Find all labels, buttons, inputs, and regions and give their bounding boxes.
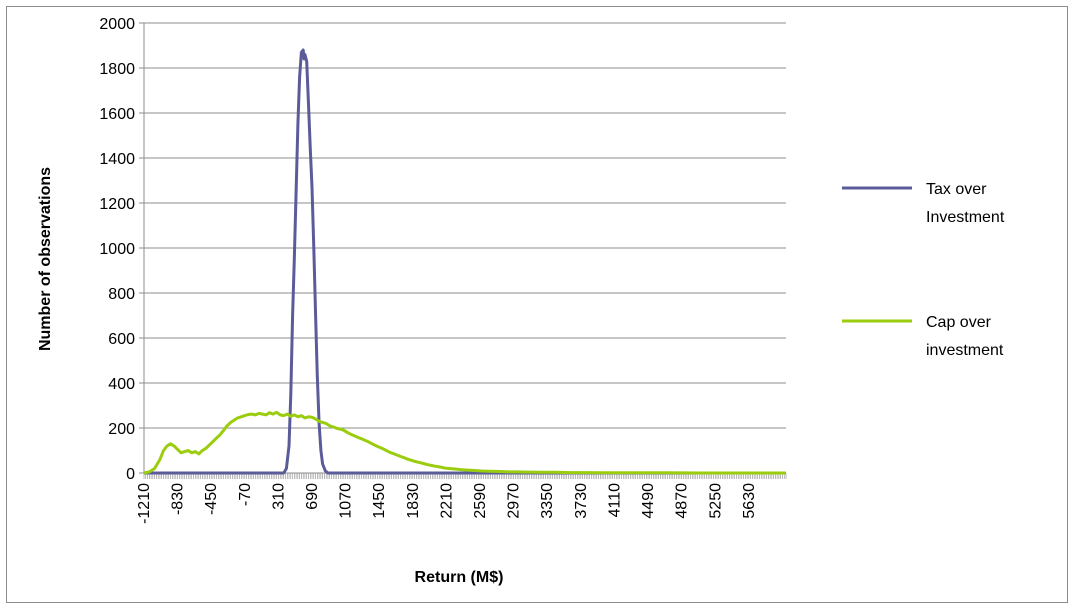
legend-label-tax-line2: Investment — [926, 209, 1005, 226]
gridlines — [144, 22, 786, 429]
series-line-tax-over-investment — [144, 48, 786, 475]
x-tick-label: 1070 — [338, 483, 355, 519]
x-tick-label: 4110 — [606, 483, 623, 518]
y-tick-label: 800 — [108, 286, 135, 303]
y-tick-label: 1600 — [99, 106, 135, 123]
y-tick-label: 1000 — [99, 241, 135, 258]
x-tick-label: 690 — [304, 483, 321, 510]
x-tick-label: -1210 — [136, 483, 153, 524]
y-tick-label: 2000 — [99, 16, 135, 33]
chart-area: 0 200 400 600 800 1000 1200 1400 1600 1800 2000 -1… — [6, 6, 1068, 603]
x-tick-label: 5630 — [741, 483, 758, 519]
x-tick-label: 1830 — [405, 483, 422, 519]
series-lines — [143, 48, 786, 475]
x-tick-label: 2210 — [438, 483, 455, 519]
axes — [139, 22, 787, 479]
y-tick-label: 600 — [108, 331, 135, 348]
y-tick-label: 1400 — [99, 151, 135, 168]
y-tick-label: 1800 — [99, 61, 135, 78]
y-tick-labels: 0 200 400 600 800 1000 1200 1400 1600 1800 2000 — [99, 16, 135, 483]
x-tick-label: 4490 — [640, 483, 657, 519]
legend-entry-cap: Cap over investment — [842, 314, 1004, 359]
y-tick-label: 1200 — [99, 196, 135, 213]
y-axis-title: Number of observations — [37, 167, 54, 351]
x-tick-label: 1450 — [371, 483, 388, 519]
legend-label-cap-line1: Cap over — [926, 314, 992, 331]
x-tick-labels: -1210 -830 -450 -70 310 690 1070 1450 1830 2210 25… — [136, 483, 758, 524]
x-tick-label: 2590 — [472, 483, 489, 519]
y-tick-label: 0 — [126, 466, 135, 483]
x-tick-label: 3730 — [573, 483, 590, 519]
legend-label-tax-line1: Tax over — [926, 181, 987, 198]
x-tick-label: 4870 — [674, 483, 691, 519]
legend: Tax over Investment Cap over investment — [842, 181, 1005, 359]
x-axis-title: Return (M$) — [415, 569, 504, 586]
y-tick-label: 400 — [108, 376, 135, 393]
legend-entry-tax: Tax over Investment — [842, 181, 1005, 226]
legend-label-cap-line2: investment — [926, 342, 1004, 359]
series-line-cap-over-investment — [143, 410, 786, 475]
x-tick-label: 5250 — [707, 483, 724, 519]
x-tick-label: -830 — [170, 483, 187, 515]
x-tick-label: 2970 — [506, 483, 523, 519]
x-tick-label: -450 — [203, 483, 220, 515]
y-tick-label: 200 — [108, 421, 135, 438]
x-tick-label: -70 — [237, 483, 254, 506]
x-tick-label: 3350 — [539, 483, 556, 519]
chart-canvas: 0 200 400 600 800 1000 1200 1400 1600 1800 2000 -1… — [37, 16, 1005, 586]
x-tick-label: 310 — [270, 483, 287, 510]
